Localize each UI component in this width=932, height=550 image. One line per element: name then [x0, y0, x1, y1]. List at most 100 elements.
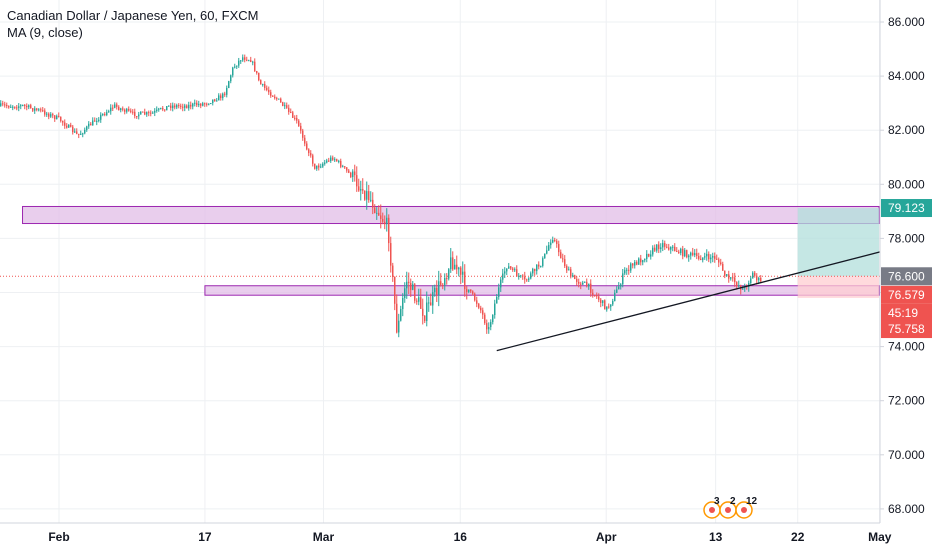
time-tick-label: Apr [596, 530, 617, 544]
candle-body [172, 105, 174, 108]
candle-body [264, 84, 266, 88]
candle-body [468, 289, 470, 292]
candle-body [406, 281, 408, 289]
candle-body [218, 95, 220, 101]
candle-body [236, 65, 238, 67]
position-stop-area[interactable] [797, 276, 879, 298]
candle-body [166, 106, 168, 111]
candle-body [626, 269, 628, 271]
candle-body [728, 274, 730, 279]
candle-body [302, 130, 304, 138]
candle-body [48, 113, 50, 117]
candle-body [280, 98, 282, 103]
candle-body [502, 273, 504, 280]
candle-body [696, 253, 698, 257]
candle-body [20, 105, 22, 107]
candle-body [414, 284, 416, 301]
candle-body [200, 103, 202, 106]
candle-body [18, 106, 20, 108]
candle-body [578, 281, 580, 284]
candle-body [458, 267, 460, 270]
candle-body [620, 284, 622, 287]
candle-body [220, 95, 222, 99]
candle-body [408, 281, 410, 284]
time-tick-label: Feb [48, 530, 69, 544]
candle-body [670, 246, 672, 250]
candle-body [140, 111, 142, 115]
candle-body [314, 163, 316, 169]
candle-body [336, 159, 338, 162]
candle-body [484, 314, 486, 324]
candle-body [688, 255, 690, 258]
candle-body [386, 217, 388, 225]
candle-body [188, 104, 190, 109]
time-tick-label: 22 [791, 530, 805, 544]
candle-body [10, 106, 12, 108]
candle-body [14, 106, 16, 108]
candle-body [272, 95, 274, 97]
candle-body [482, 310, 484, 315]
candle-body [678, 251, 680, 254]
candle-body [342, 166, 344, 168]
event-count: 3 [714, 496, 720, 507]
candle-body [742, 288, 744, 290]
candle-body [492, 315, 494, 323]
support-zone[interactable] [204, 285, 880, 296]
candle-body [0, 103, 2, 106]
candle-body [560, 252, 562, 259]
candle-body [92, 120, 94, 126]
candle-body [474, 293, 476, 301]
event-dot [709, 507, 715, 513]
indicator-label[interactable]: MA (9, close) [7, 25, 83, 40]
candle-body [554, 239, 556, 241]
candle-body [616, 289, 618, 293]
candle-body [326, 160, 328, 163]
candle-body [634, 261, 636, 266]
price-tag-label: 45:19 [888, 306, 918, 320]
candle-body [250, 60, 252, 62]
candle-body [564, 259, 566, 267]
candle-body [146, 112, 148, 115]
long-position-tool[interactable] [797, 208, 879, 298]
candle-body [308, 149, 310, 154]
candle-body [274, 96, 276, 99]
candle-body [112, 107, 114, 109]
candle-body [212, 99, 214, 103]
candle-body [644, 258, 646, 261]
candle-body [588, 283, 590, 287]
candle-body [454, 264, 456, 270]
candle-body [692, 252, 694, 256]
candle-body [332, 157, 334, 160]
candle-body [510, 266, 512, 269]
candle-body [704, 256, 706, 258]
time-tick-label: May [868, 530, 892, 544]
candle-body [298, 120, 300, 126]
candle-body [428, 302, 430, 304]
price-tick-label: 72.000 [888, 394, 925, 408]
ascending-trendline[interactable] [496, 251, 881, 352]
candle-body [154, 110, 156, 113]
candle-body [572, 275, 574, 277]
candle-body [42, 110, 44, 112]
candle-body [576, 279, 578, 282]
candle-body [344, 166, 346, 168]
candle-body [286, 105, 288, 108]
candle-body [654, 247, 656, 251]
candle-body [606, 306, 608, 310]
candle-body [46, 113, 48, 115]
time-axis[interactable]: Feb 17 Mar 16 Apr 13 22 May [48, 530, 891, 544]
candle-body [436, 287, 438, 295]
economic-events[interactable]: 3 2 12 [703, 496, 758, 519]
candle-body [434, 287, 436, 293]
resistance-zone[interactable] [22, 205, 880, 225]
candle-body [306, 143, 308, 150]
candle-body [658, 244, 660, 250]
candle-body [456, 264, 458, 270]
position-target-area[interactable] [797, 208, 879, 277]
candle-body [562, 258, 564, 260]
candle-body [228, 81, 230, 88]
candle-body [244, 57, 246, 60]
candle-body [4, 104, 6, 106]
candle-body [238, 60, 240, 66]
